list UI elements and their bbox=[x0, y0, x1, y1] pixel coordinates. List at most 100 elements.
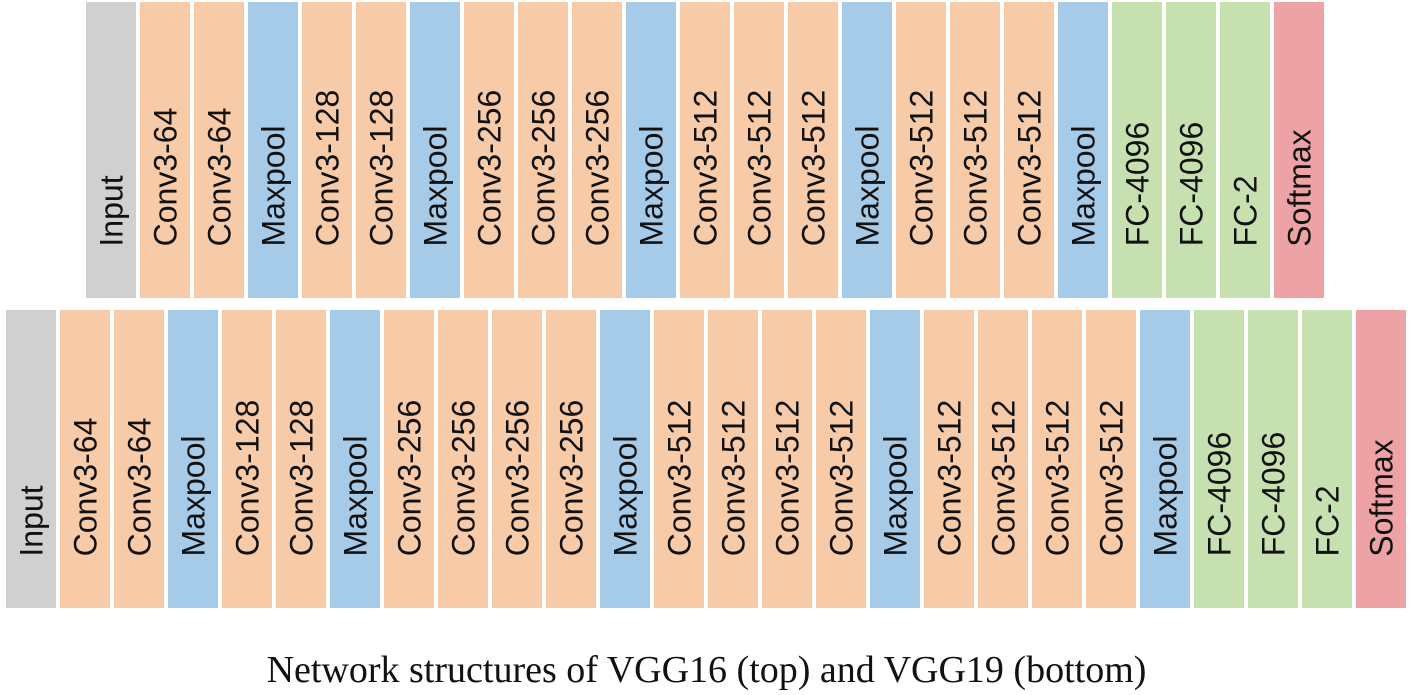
layer-label: Maxpool bbox=[254, 125, 291, 246]
vgg16-layer-conv3-512: Conv3-512 bbox=[680, 2, 730, 298]
layer-label: Conv3-512 bbox=[984, 399, 1021, 556]
vgg16-layer-conv3-256: Conv3-256 bbox=[518, 2, 568, 298]
layer-label: Input bbox=[93, 174, 130, 247]
vgg16-layer-maxpool: Maxpool bbox=[842, 2, 892, 298]
vgg19-layer-conv3-128: Conv3-128 bbox=[222, 310, 272, 608]
layer-label: Maxpool bbox=[632, 125, 669, 246]
vgg16-layer-conv3-64: Conv3-64 bbox=[140, 2, 190, 298]
vgg16-diagram: Input Conv3-64 Conv3-64 Maxpool Conv3-128 Con… bbox=[86, 2, 1324, 298]
layer-label: Conv3-256 bbox=[578, 89, 615, 246]
vgg16-layer-fc-4096: FC-4096 bbox=[1166, 2, 1216, 298]
layer-label: Conv3-256 bbox=[444, 399, 481, 556]
vgg16-layer-input: Input bbox=[86, 2, 136, 298]
vgg19-layer-fc-4096: FC-4096 bbox=[1248, 310, 1298, 608]
vgg19-layer-fc-2: FC-2 bbox=[1302, 310, 1352, 608]
layer-label: FC-4096 bbox=[1200, 431, 1237, 556]
vgg16-layer-conv3-256: Conv3-256 bbox=[464, 2, 514, 298]
layer-label: FC-4096 bbox=[1118, 121, 1155, 246]
vgg19-diagram: Input Conv3-64 Conv3-64 Maxpool Conv3-128 Con… bbox=[6, 310, 1406, 608]
layer-label: Maxpool bbox=[848, 125, 885, 246]
vgg16-layer-conv3-512: Conv3-512 bbox=[896, 2, 946, 298]
layer-label: Conv3-512 bbox=[740, 89, 777, 246]
vgg19-layer-conv3-256: Conv3-256 bbox=[438, 310, 488, 608]
vgg19-layer-maxpool: Maxpool bbox=[600, 310, 650, 608]
vgg19-layer-conv3-512: Conv3-512 bbox=[708, 310, 758, 608]
layer-label: Conv3-128 bbox=[228, 399, 265, 556]
layer-label: FC-2 bbox=[1227, 174, 1264, 247]
vgg19-layer-softmax: Softmax bbox=[1356, 310, 1406, 608]
layer-label: Conv3-512 bbox=[1092, 399, 1129, 556]
layer-label: Softmax bbox=[1281, 128, 1318, 247]
vgg16-layer-fc-4096: FC-4096 bbox=[1112, 2, 1162, 298]
vgg19-layer-conv3-512: Conv3-512 bbox=[654, 310, 704, 608]
layer-label: Conv3-512 bbox=[956, 89, 993, 246]
layer-label: Maxpool bbox=[416, 125, 453, 246]
vgg16-layer-conv3-512: Conv3-512 bbox=[950, 2, 1000, 298]
layer-label: FC-4096 bbox=[1254, 431, 1291, 556]
layer-label: Maxpool bbox=[1064, 125, 1101, 246]
layer-label: Conv3-256 bbox=[470, 89, 507, 246]
vgg16-layer-conv3-512: Conv3-512 bbox=[788, 2, 838, 298]
vgg16-layer-maxpool: Maxpool bbox=[1058, 2, 1108, 298]
vgg19-layer-conv3-512: Conv3-512 bbox=[1086, 310, 1136, 608]
layer-label: Conv3-64 bbox=[200, 107, 237, 246]
vgg16-layer-conv3-128: Conv3-128 bbox=[302, 2, 352, 298]
layer-label: Conv3-256 bbox=[498, 399, 535, 556]
layer-label: Conv3-512 bbox=[686, 89, 723, 246]
vgg19-layer-conv3-512: Conv3-512 bbox=[924, 310, 974, 608]
vgg19-layer-conv3-512: Conv3-512 bbox=[978, 310, 1028, 608]
vgg16-layer-softmax: Softmax bbox=[1274, 2, 1324, 298]
layer-label: Maxpool bbox=[174, 435, 211, 556]
vgg16-layer-maxpool: Maxpool bbox=[626, 2, 676, 298]
layer-label: Maxpool bbox=[606, 435, 643, 556]
layer-label: Conv3-256 bbox=[552, 399, 589, 556]
layer-label: Conv3-512 bbox=[714, 399, 751, 556]
vgg19-layer-maxpool: Maxpool bbox=[168, 310, 218, 608]
layer-label: Conv3-512 bbox=[902, 89, 939, 246]
layer-label: FC-4096 bbox=[1172, 121, 1209, 246]
layer-label: Conv3-128 bbox=[282, 399, 319, 556]
layer-label: Conv3-512 bbox=[1038, 399, 1075, 556]
layer-label: Maxpool bbox=[336, 435, 373, 556]
vgg19-layer-conv3-256: Conv3-256 bbox=[492, 310, 542, 608]
layer-label: Conv3-128 bbox=[308, 89, 345, 246]
vgg16-layer-conv3-512: Conv3-512 bbox=[1004, 2, 1054, 298]
vgg19-layer-conv3-64: Conv3-64 bbox=[114, 310, 164, 608]
vgg16-layer-conv3-64: Conv3-64 bbox=[194, 2, 244, 298]
vgg19-layer-conv3-512: Conv3-512 bbox=[762, 310, 812, 608]
layer-label: Conv3-256 bbox=[390, 399, 427, 556]
vgg19-layer-input: Input bbox=[6, 310, 56, 608]
layer-label: Conv3-64 bbox=[146, 107, 183, 246]
vgg19-layer-conv3-256: Conv3-256 bbox=[546, 310, 596, 608]
vgg19-layer-maxpool: Maxpool bbox=[1140, 310, 1190, 608]
vgg16-layer-fc-2: FC-2 bbox=[1220, 2, 1270, 298]
vgg16-layer-conv3-128: Conv3-128 bbox=[356, 2, 406, 298]
layer-label: Conv3-64 bbox=[66, 417, 103, 556]
vgg16-layer-maxpool: Maxpool bbox=[410, 2, 460, 298]
vgg19-layer-conv3-512: Conv3-512 bbox=[816, 310, 866, 608]
layer-label: Conv3-512 bbox=[794, 89, 831, 246]
layer-label: Conv3-64 bbox=[120, 417, 157, 556]
vgg16-layer-conv3-256: Conv3-256 bbox=[572, 2, 622, 298]
vgg19-layer-fc-4096: FC-4096 bbox=[1194, 310, 1244, 608]
layer-label: Softmax bbox=[1363, 438, 1400, 557]
layer-label: Conv3-512 bbox=[768, 399, 805, 556]
layer-label: Maxpool bbox=[1146, 435, 1183, 556]
vgg19-layer-maxpool: Maxpool bbox=[330, 310, 380, 608]
vgg16-layer-conv3-512: Conv3-512 bbox=[734, 2, 784, 298]
figure-caption: Network structures of VGG16 (top) and VG… bbox=[266, 649, 1147, 691]
vgg19-layer-conv3-64: Conv3-64 bbox=[60, 310, 110, 608]
layer-label: Conv3-512 bbox=[822, 399, 859, 556]
layer-label: Conv3-512 bbox=[930, 399, 967, 556]
layer-label: Conv3-512 bbox=[1010, 89, 1047, 246]
layer-label: FC-2 bbox=[1309, 484, 1346, 557]
vgg19-layer-conv3-256: Conv3-256 bbox=[384, 310, 434, 608]
layer-label: Input bbox=[13, 484, 50, 557]
layer-label: Conv3-512 bbox=[660, 399, 697, 556]
vgg19-layer-conv3-512: Conv3-512 bbox=[1032, 310, 1082, 608]
layer-label: Maxpool bbox=[876, 435, 913, 556]
layer-label: Conv3-256 bbox=[524, 89, 561, 246]
layer-label: Conv3-128 bbox=[362, 89, 399, 246]
vgg19-layer-maxpool: Maxpool bbox=[870, 310, 920, 608]
vgg19-layer-conv3-128: Conv3-128 bbox=[276, 310, 326, 608]
